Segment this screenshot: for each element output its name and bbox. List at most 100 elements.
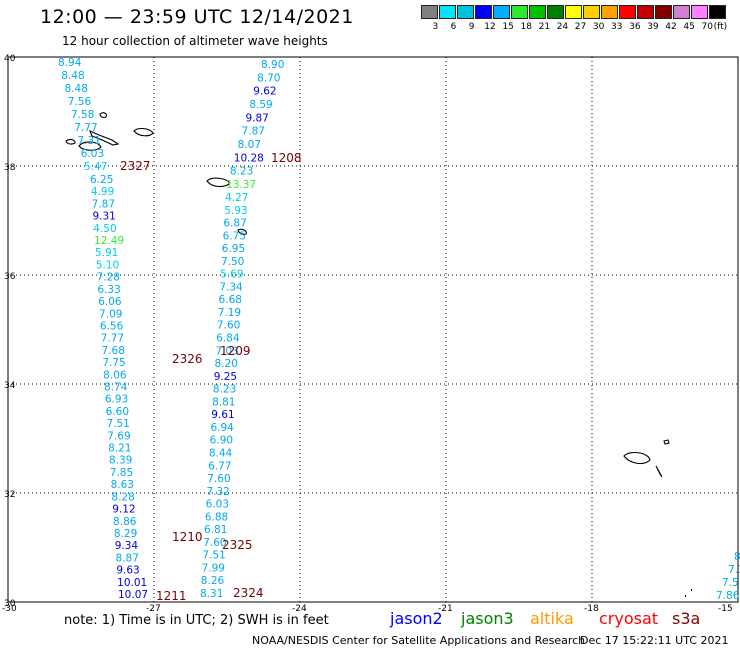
scale-label: 36 [629, 22, 641, 32]
lat-tick-label: 38 [4, 163, 16, 173]
wave-height-label-track-b: 6.87 [223, 218, 246, 230]
wave-height-label-track-a: 9.31 [92, 211, 115, 223]
wave-height-label-track-a: 8.63 [111, 479, 134, 491]
island-outline [623, 451, 651, 465]
wave-height-label-track-b: 7.60 [217, 320, 240, 332]
wave-height-label-track-a: 9.34 [115, 540, 139, 552]
scale-swatch [637, 5, 654, 19]
island-outline [78, 141, 102, 151]
pass-time-label: 2324 [233, 586, 264, 600]
wave-height-label-track-b: 6.81 [204, 524, 227, 536]
scale-swatch [457, 5, 474, 19]
wave-height-label-track-a: 8.28 [111, 491, 134, 503]
wave-height-label-track-b: 6.03 [206, 499, 229, 511]
scale-swatch [439, 5, 456, 19]
wave-height-label-track-a: 7.68 [102, 345, 125, 357]
wave-height-label-track-a: 8.74 [104, 382, 128, 394]
scale-label: 3 [432, 22, 439, 32]
wave-height-label-track-b: 8.70 [257, 72, 280, 84]
scale-swatch [655, 5, 672, 19]
scale-swatch [691, 5, 708, 19]
wave-height-label-track-a: 10.07 [118, 589, 148, 601]
lat-tick-label: 34 [4, 381, 16, 391]
wave-height-label-track-b: 6.94 [210, 422, 234, 434]
wave-height-label-track-a: 8.29 [114, 528, 137, 540]
credit-text: NOAA/NESDIS Center for Satellite Applica… [252, 634, 586, 647]
wave-height-label-track-c: 7.86 [716, 590, 740, 602]
scale-swatch [475, 5, 492, 19]
wave-height-label-track-b: 9.25 [214, 371, 237, 383]
wave-height-label-track-b: 8.26 [201, 575, 225, 587]
wave-height-label-track-c: 8 [734, 551, 740, 563]
page-title: 12:00 — 23:59 UTC 12/14/2021 [40, 6, 354, 28]
wave-height-label-track-a: 5.47 [84, 161, 107, 173]
island-outline [65, 138, 76, 145]
scale-swatch [583, 5, 600, 19]
wave-height-label-track-a: 6.25 [90, 174, 113, 186]
page-subtitle: 12 hour collection of altimeter wave hei… [62, 34, 328, 48]
wave-height-label-track-a: 7.87 [92, 198, 115, 210]
wave-height-label-track-b: 7.87 [242, 126, 265, 138]
scale-swatch [547, 5, 564, 19]
pass-time-label: 2327 [120, 159, 151, 173]
scale-swatch [673, 5, 690, 19]
wave-height-label-track-a: 8.94 [58, 57, 82, 69]
wave-height-label-track-b: 9.62 [253, 86, 276, 98]
wave-height-label-track-b: 8.23 [230, 166, 253, 178]
wave-height-label-track-b: 8.07 [238, 139, 261, 151]
wave-height-label-track-b: 8.81 [212, 396, 235, 408]
wave-height-label-track-b: 7.34 [219, 281, 243, 293]
wave-height-label-track-a: 5.10 [96, 259, 119, 271]
wave-height-label-track-b: 6.95 [222, 243, 245, 255]
wave-height-label-track-b: 6.68 [219, 294, 242, 306]
island-outline [206, 177, 231, 188]
wave-height-label-track-a: 7.09 [99, 308, 122, 320]
wave-height-label-track-a: 8.06 [103, 369, 127, 381]
wave-height-label-track-b: 6.90 [210, 435, 233, 447]
wave-height-label-track-b: 7.32 [206, 486, 229, 498]
scale-swatch [493, 5, 510, 19]
wave-height-label-track-a: 8.48 [61, 70, 84, 82]
scale-label: 42 [665, 22, 677, 32]
footer-note: note: 1) Time is in UTC; 2) SWH is in fe… [64, 613, 329, 628]
wave-height-label-track-a: 7.77 [101, 333, 124, 345]
wave-height-label-track-c: 7.3 [728, 564, 740, 576]
wave-height-label-track-a: 8.87 [116, 552, 139, 564]
wave-height-label-track-a: 6.33 [97, 284, 120, 296]
pass-time-label: 1211 [156, 589, 187, 603]
scale-label: 6 [450, 22, 457, 32]
scale-label: 70 [701, 22, 713, 32]
scale-label: 30 [592, 22, 605, 32]
legend-item-cryosat: cryosat [599, 609, 659, 628]
wave-height-label-track-a: 10.01 [117, 577, 147, 589]
wave-height-label-track-b: 5.69 [220, 269, 243, 281]
scale-swatch [511, 5, 528, 19]
wave-height-label-track-b: 7.60 [207, 473, 230, 485]
wave-height-label-track-b: 6.77 [208, 460, 231, 472]
wave-height-label-track-b: 8.44 [209, 447, 233, 459]
wave-height-label-track-a: 4.50 [93, 223, 116, 235]
wave-height-label-track-a: 8.48 [65, 83, 88, 95]
wave-height-label-track-b: 7.51 [202, 550, 225, 562]
wave-height-label-track-b: 7.19 [218, 307, 241, 319]
wave-height-label-track-b: 5.93 [224, 205, 247, 217]
pass-time-label: 1210 [172, 530, 203, 544]
pass-time-label: 2326 [172, 352, 203, 366]
wave-height-label-track-b: 6.84 [216, 333, 240, 345]
scale-label: 9 [468, 22, 475, 32]
wave-height-label-track-a: 8.21 [108, 443, 131, 455]
island-outline [663, 439, 670, 445]
scale-label: 21 [538, 22, 551, 32]
scale-swatch [421, 5, 438, 19]
wave-height-label-track-b: 8.59 [249, 99, 272, 111]
wave-height-label-track-a: 7.28 [97, 272, 120, 284]
island-outline [685, 589, 692, 597]
wave-height-label-track-c: 7.5 [722, 577, 739, 589]
pass-time-label: 1209 [220, 344, 251, 358]
wave-height-label-track-a: 7.56 [68, 96, 92, 108]
scale-label: 33 [611, 22, 623, 32]
wave-height-label-track-a: 8.39 [109, 455, 132, 467]
scale-label: 27 [574, 22, 587, 32]
